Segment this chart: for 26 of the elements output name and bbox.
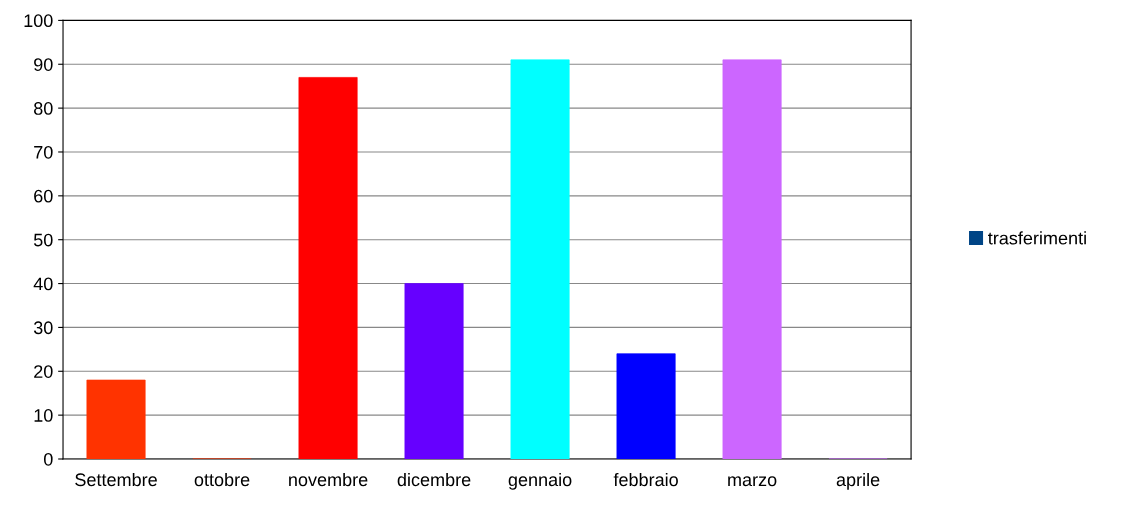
x-tick-label: Settembre xyxy=(75,472,157,487)
bar xyxy=(510,59,570,459)
y-tick-label: 0 xyxy=(43,452,53,466)
x-tick-label: dicembre xyxy=(397,472,471,487)
x-tick-label: ottobre xyxy=(194,472,250,487)
y-tick-label: 20 xyxy=(34,365,53,378)
y-tick-label: 50 xyxy=(33,233,53,247)
y-tick-label: 80 xyxy=(34,102,53,115)
y-tick-label: 10 xyxy=(34,409,53,422)
bar xyxy=(86,379,146,459)
bar xyxy=(298,77,358,459)
y-tick-label: 70 xyxy=(34,145,53,159)
y-tick-label: 100 xyxy=(24,14,53,28)
bar xyxy=(404,283,464,459)
bar xyxy=(616,353,676,459)
x-tick-label: aprile xyxy=(836,472,880,490)
text: trasferimenti xyxy=(988,231,1086,245)
x-tick-label: marzo xyxy=(728,476,777,487)
y-tick-label: 60 xyxy=(34,189,53,203)
bar xyxy=(722,59,782,459)
x-tick-label: novembre xyxy=(289,472,368,487)
x-tick-label: febbraio xyxy=(613,472,678,487)
y-tick-label: 40 xyxy=(33,277,53,291)
y-tick-label: 30 xyxy=(33,321,53,335)
x-tick-label: gennaio xyxy=(508,472,572,490)
y-tick-label: 90 xyxy=(34,58,53,71)
